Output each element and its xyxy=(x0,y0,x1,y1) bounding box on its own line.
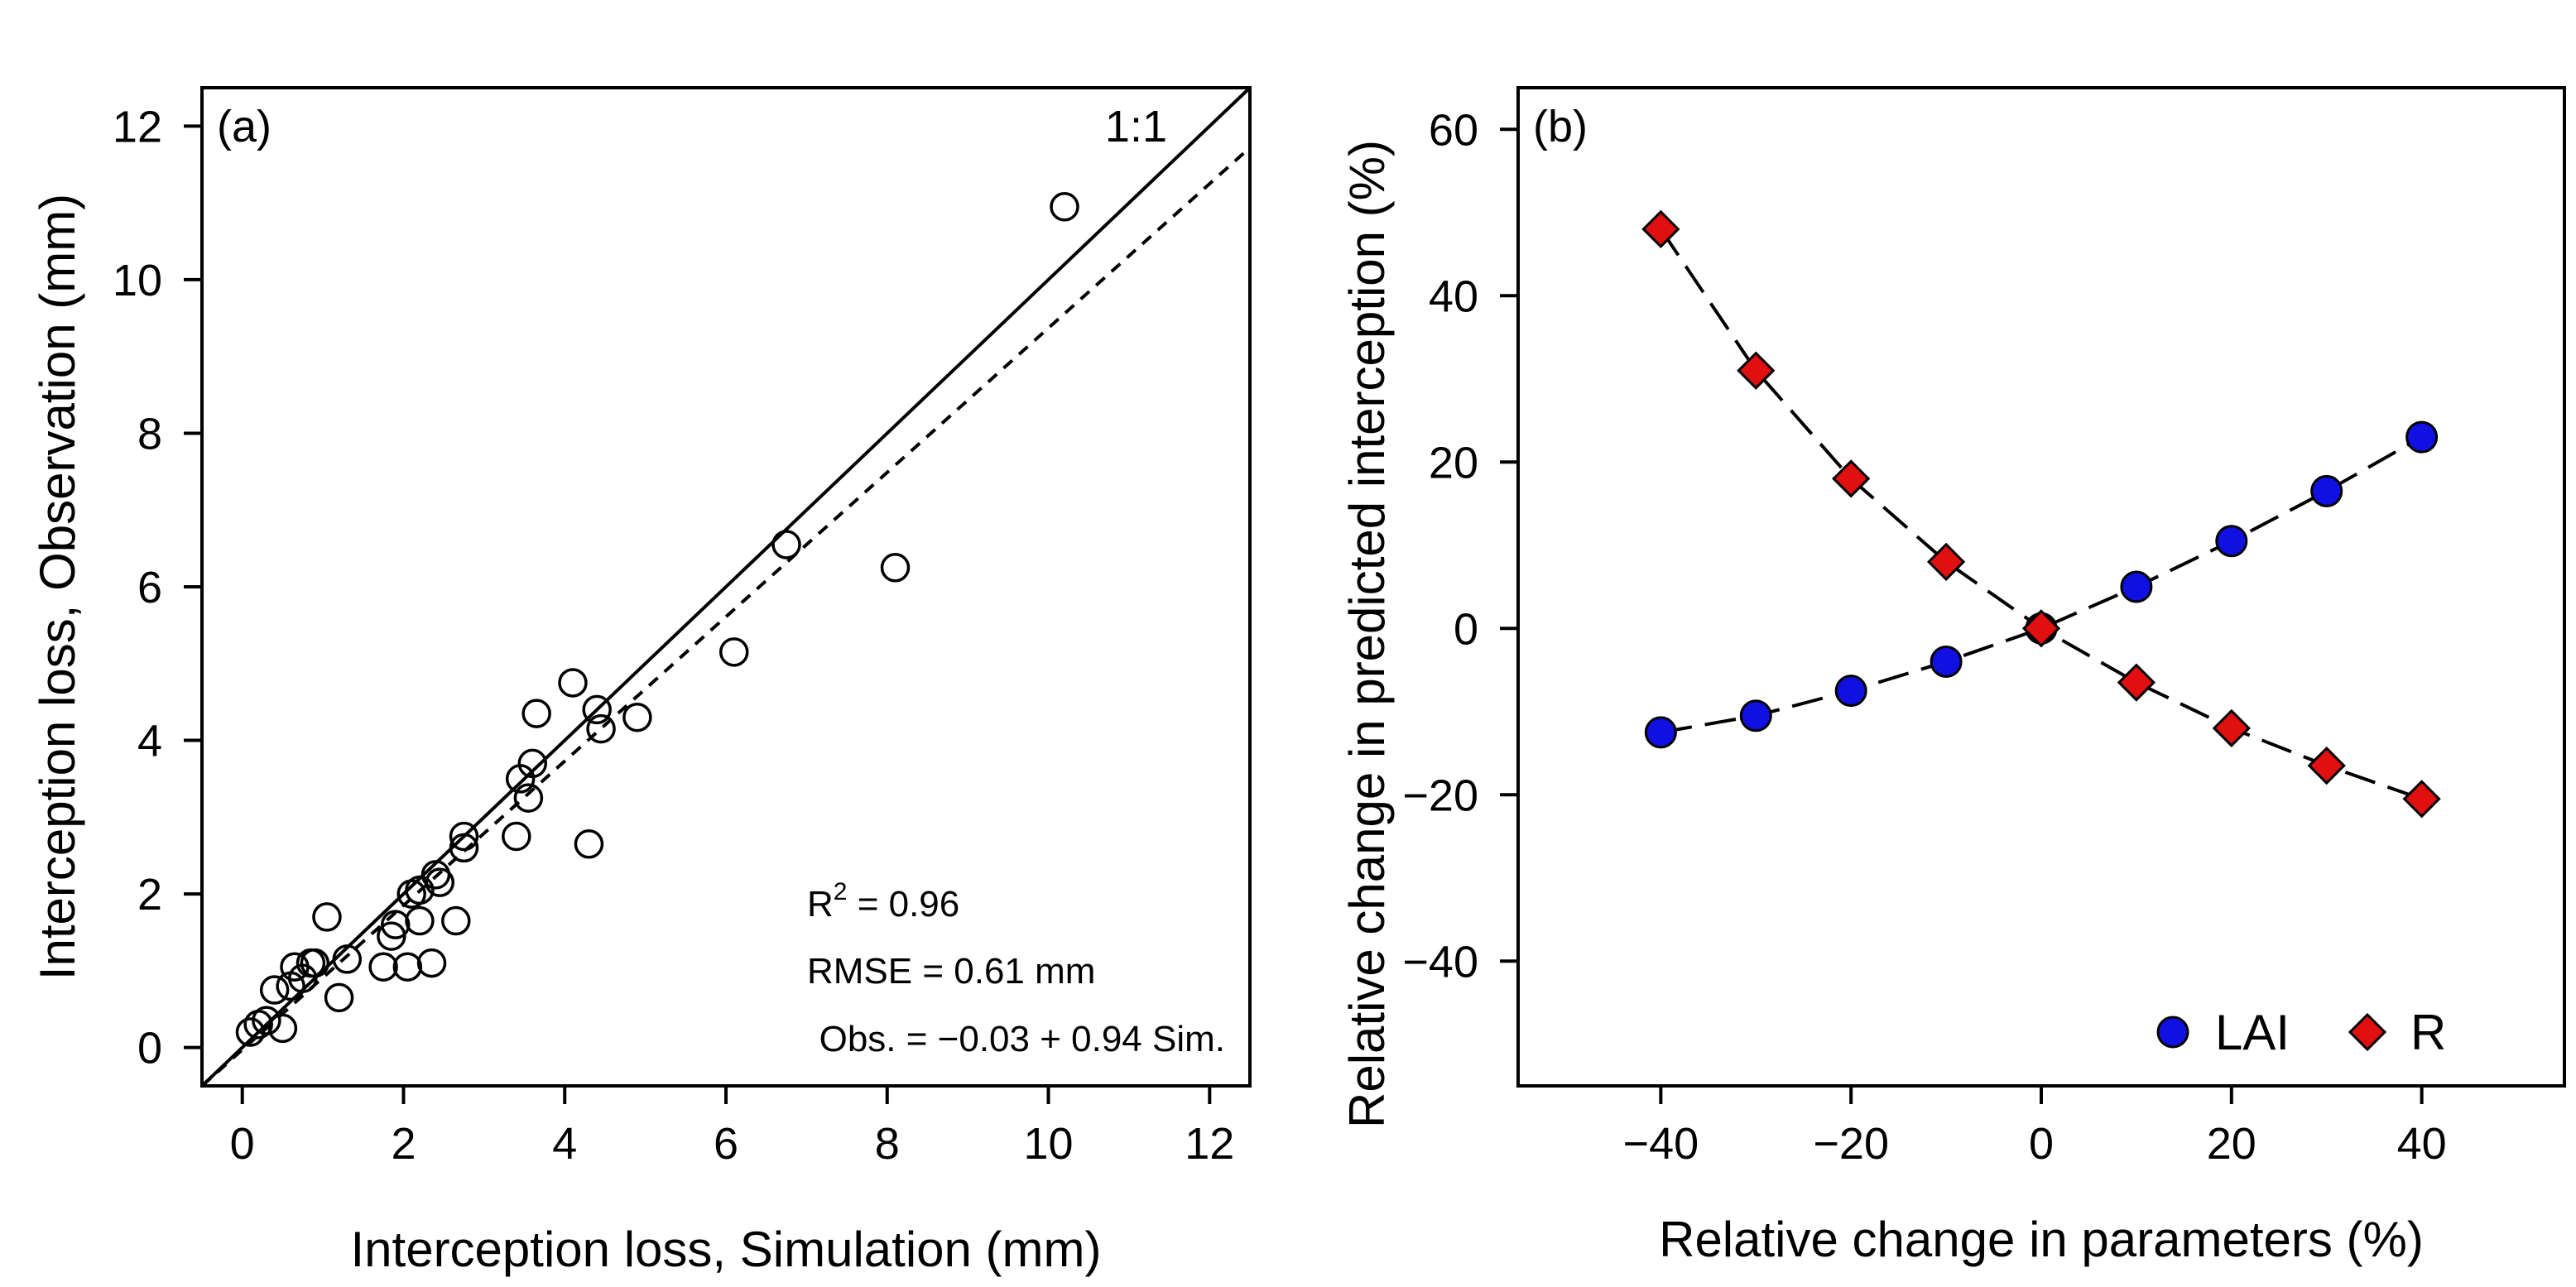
r-squared-annotation: R2 = 0.96 xyxy=(807,878,959,924)
r-point xyxy=(2212,708,2251,747)
data-point xyxy=(718,637,749,667)
r-series-line xyxy=(1659,228,2423,801)
x-tick-label: 0 xyxy=(2029,1119,2054,1169)
data-point xyxy=(517,748,548,779)
data-point xyxy=(558,668,588,698)
data-point xyxy=(513,783,544,813)
data-point xyxy=(449,833,479,863)
legend-lai-marker xyxy=(2156,1016,2189,1049)
x-tick-label: −40 xyxy=(1623,1119,1699,1169)
x-tick-label: 10 xyxy=(1023,1119,1073,1169)
data-point xyxy=(332,944,363,974)
data-point xyxy=(771,530,801,559)
data-point xyxy=(252,1006,281,1035)
legend: LAI R xyxy=(2156,1005,2446,1060)
data-point xyxy=(425,867,455,897)
data-point xyxy=(1050,192,1079,222)
legend-r-label: R xyxy=(2410,1005,2446,1060)
r-point xyxy=(2021,609,2061,648)
x-tick-label: 2 xyxy=(391,1119,416,1169)
y-tick-label: −20 xyxy=(1402,771,1478,820)
y-tick-label: 0 xyxy=(1454,604,1478,654)
one-to-one-line xyxy=(200,86,1252,1088)
x-tick-label: 40 xyxy=(2397,1119,2447,1169)
data-point xyxy=(586,713,616,744)
x-tick-label: 20 xyxy=(2207,1119,2256,1169)
data-point xyxy=(502,821,531,852)
lai-point xyxy=(1644,716,1677,749)
legend-lai-label: LAI xyxy=(2215,1005,2290,1060)
lai-point xyxy=(1930,645,1963,678)
fit-equation-annotation: Obs. = −0.03 + 0.94 Sim. xyxy=(819,1019,1225,1059)
data-point xyxy=(405,875,435,905)
data-point xyxy=(259,975,290,1005)
data-point xyxy=(392,952,423,982)
x-tick-label: 0 xyxy=(230,1119,255,1169)
y-tick-label: 60 xyxy=(1429,105,1478,155)
x-tick-label: 12 xyxy=(1185,1119,1234,1169)
lai-point xyxy=(2215,525,2248,558)
data-point xyxy=(622,702,652,732)
data-point xyxy=(267,1013,298,1044)
rmse-annotation: RMSE = 0.61 mm xyxy=(807,951,1095,992)
panel-a-label: (a) xyxy=(217,102,272,151)
panel-a-x-axis-label: Interception loss, Simulation (mm) xyxy=(351,1222,1102,1277)
data-point xyxy=(880,553,911,583)
y-tick-label: 40 xyxy=(1429,271,1478,321)
r-point xyxy=(1832,459,1871,498)
lai-series-line xyxy=(1660,435,2423,734)
x-tick-label: 6 xyxy=(714,1119,738,1169)
panel-b: −40 −20 0 20 40 −40 −20 0 20 40 60 (b) LAI R Relat… xyxy=(1339,86,2566,1267)
y-tick-label: 10 xyxy=(113,256,162,305)
data-point xyxy=(521,699,551,728)
data-point xyxy=(416,948,447,978)
r-point xyxy=(2117,663,2156,702)
lai-point xyxy=(1739,699,1772,732)
x-tick-label: 8 xyxy=(875,1119,900,1169)
y-tick-label: 8 xyxy=(137,409,162,459)
r-point xyxy=(1926,542,1966,581)
one-to-one-label: 1:1 xyxy=(1105,102,1167,151)
data-point xyxy=(312,902,342,932)
y-tick-label: 12 xyxy=(113,102,162,151)
data-point xyxy=(449,821,479,852)
r-point xyxy=(2402,780,2441,819)
panel-b-y-axis-label: Relative change in predicted interceptio… xyxy=(1339,140,1395,1128)
data-point xyxy=(377,921,406,951)
panel-b-label: (b) xyxy=(1533,102,1588,151)
y-tick-label: 2 xyxy=(137,870,162,920)
data-point xyxy=(441,905,471,936)
r-squared-superscript: 2 xyxy=(834,878,848,905)
data-point xyxy=(324,982,354,1013)
lai-point xyxy=(2120,570,2153,603)
y-tick-label: 4 xyxy=(137,717,162,766)
data-point xyxy=(380,910,411,939)
panel-b-x-axis-label: Relative change in parameters (%) xyxy=(1659,1212,2424,1267)
panel-b-frame xyxy=(1516,86,2566,1088)
regression-line xyxy=(200,146,1252,1088)
y-tick-label: 20 xyxy=(1429,438,1478,487)
data-point xyxy=(574,829,604,859)
data-point xyxy=(405,905,435,936)
r-squared-symbol: R xyxy=(807,884,834,924)
y-tick-label: −40 xyxy=(1402,937,1478,987)
y-tick-label: 6 xyxy=(137,563,162,612)
x-tick-label: 4 xyxy=(552,1119,577,1169)
panel-a-y-axis-label: Interception loss, Observation (mm) xyxy=(30,194,85,980)
r-point xyxy=(1641,209,1680,248)
data-point xyxy=(582,694,612,725)
lai-point xyxy=(1834,675,1867,708)
r-point xyxy=(1737,351,1776,390)
legend-r-marker xyxy=(2348,1012,2387,1052)
lai-point xyxy=(2405,420,2439,454)
r-squared-value: = 0.96 xyxy=(847,884,959,924)
lai-point xyxy=(2310,474,2343,507)
x-tick-label: −20 xyxy=(1813,1119,1889,1169)
data-point xyxy=(300,948,330,978)
y-tick-label: 0 xyxy=(137,1024,162,1073)
r-point xyxy=(2307,746,2346,785)
data-point xyxy=(368,952,398,982)
